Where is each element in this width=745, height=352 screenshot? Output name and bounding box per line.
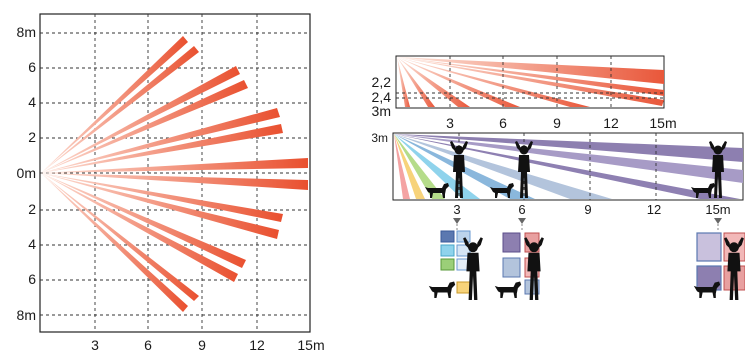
side-view-top-grid [396,56,664,108]
beam-6 [41,124,283,173]
side-view-bottom-grid [458,133,657,200]
side-top-x-label: 12 [603,115,619,131]
side-bottom-x-label: 6 [518,202,525,217]
top-x-label: 3 [91,337,99,352]
side-view-bottom-frame [392,132,744,201]
pixel-detail-3m [428,230,483,300]
beam-11 [41,173,246,268]
side-top-x-label: 3 [446,115,454,131]
top-y-label: 2 [28,201,36,217]
top-y-label: 2 [28,129,36,145]
beam-7 [41,158,308,173]
top-y-label: 4 [28,236,36,252]
beam-14 [41,173,188,312]
top-x-label: 15m [297,337,324,352]
marker-3 [453,218,461,224]
top-y-label: 6 [28,59,36,75]
beam-slate [394,134,740,199]
beam-5 [41,108,280,173]
side-top-x-label: 9 [553,115,561,131]
top-view-beams [41,36,308,312]
side-bottom-x-label: 12 [647,202,661,217]
side-view-mounting-heights: 2,2 2,4 3m 3 6 9 12 15m [372,55,677,131]
beam-3 [41,66,240,173]
beam-steel [394,134,612,199]
mount-height-label: 2,2 [372,74,392,90]
side-view-bottom-beams [394,134,743,199]
top-view: 8m 6 4 2 0m 2 4 6 8m 3 6 9 12 15m [17,13,325,352]
top-y-label: 0m [17,165,36,181]
beam-pink [394,134,410,199]
mount-height-label: 2,4 [372,89,392,105]
marker-6 [518,218,526,224]
top-x-label: 9 [198,337,206,352]
beam-2 [41,46,199,173]
beam-1 [41,36,188,173]
beam-8 [41,173,308,190]
top-y-label: 8m [17,24,36,40]
mount-height-label: 3m [372,103,391,119]
top-x-label: 6 [144,337,152,352]
side-view-pet-immunity: 3m 3 6 9 12 15m [371,131,744,230]
side-bottom-y-label: 3m [371,131,388,145]
side-top-x-label: 6 [499,115,507,131]
marker-15 [714,218,722,224]
beam-13 [41,173,199,301]
beam-9 [41,173,283,222]
pixel-detail-15m [693,232,745,300]
pixel-detail-6m [494,232,544,300]
beam-purple-top [394,134,743,162]
beam-4 [41,80,248,173]
beam-yellow [394,134,425,199]
distance-markers [453,218,722,224]
top-y-label: 4 [28,94,36,110]
top-y-label: 8m [17,307,36,323]
beam-12 [41,173,238,282]
side-top-x-label: 15m [649,115,676,131]
dog-icon [494,281,522,298]
side-bottom-x-label: 3 [453,202,460,217]
dog-icon [428,281,456,298]
side-bottom-x-label: 9 [584,202,591,217]
beam-green [394,134,445,199]
side-view-top-beams [397,57,664,107]
top-x-label: 12 [249,337,265,352]
beam-10 [41,173,279,239]
side-bottom-x-label: 15m [705,202,730,217]
top-y-label: 6 [28,271,36,287]
